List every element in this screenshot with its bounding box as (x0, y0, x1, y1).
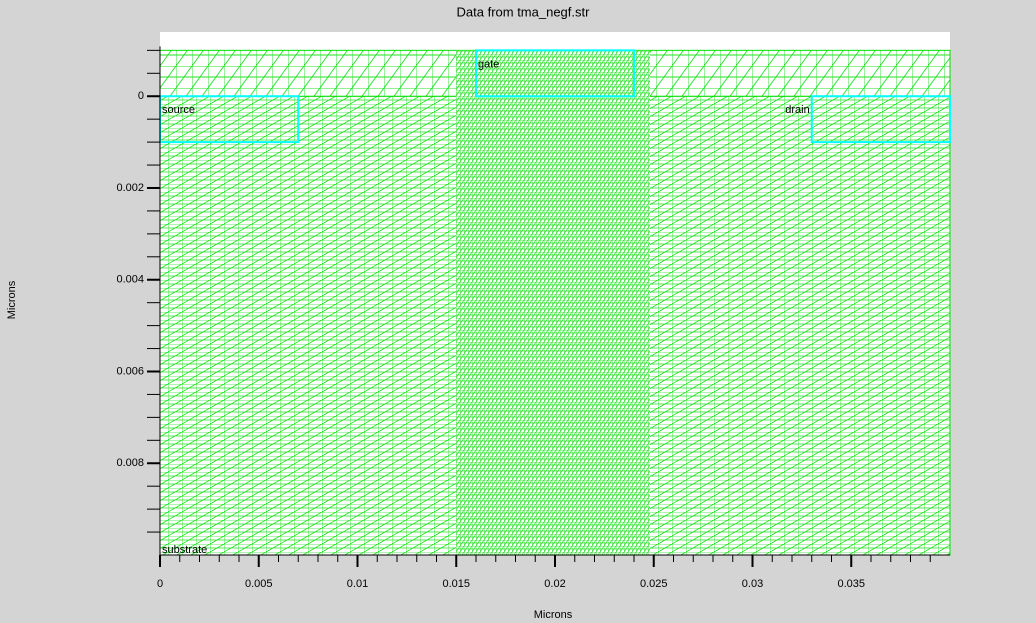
x-axis-label: Microns (534, 609, 573, 621)
chart: Data from tma_negf.str Microns Microns s… (0, 0, 1036, 623)
x-tick-label: 0.015 (442, 578, 470, 590)
page: {"chart_data": { "type": "mesh", "title"… (0, 0, 1036, 623)
y-tick-label: 0.006 (116, 365, 144, 377)
y-tick-label: 0 (138, 90, 144, 102)
y-tick-label: 0.008 (116, 457, 144, 469)
x-tick-label: 0 (157, 578, 163, 590)
x-tick-label: 0.03 (742, 578, 763, 590)
region-label: gate (478, 58, 499, 70)
y-tick-label: 0.004 (116, 274, 144, 286)
region-label: substrate (162, 544, 207, 556)
region-label: drain (785, 104, 809, 116)
x-tick-label: 0.025 (640, 578, 668, 590)
y-axis-label: Microns (6, 280, 18, 319)
chart-title: Data from tma_negf.str (457, 4, 591, 19)
x-tick-label: 0.035 (837, 578, 865, 590)
x-tick-label: 0.02 (544, 578, 565, 590)
plot-layer: source gate drain substrate 0 0.002 0.004 0.006… (116, 46, 950, 590)
x-tick-label: 0.005 (245, 578, 273, 590)
refined-mesh (456, 50, 650, 555)
y-tick-label: 0.002 (116, 182, 144, 194)
region-label: source (162, 104, 195, 116)
x-tick-label: 0.01 (347, 578, 368, 590)
